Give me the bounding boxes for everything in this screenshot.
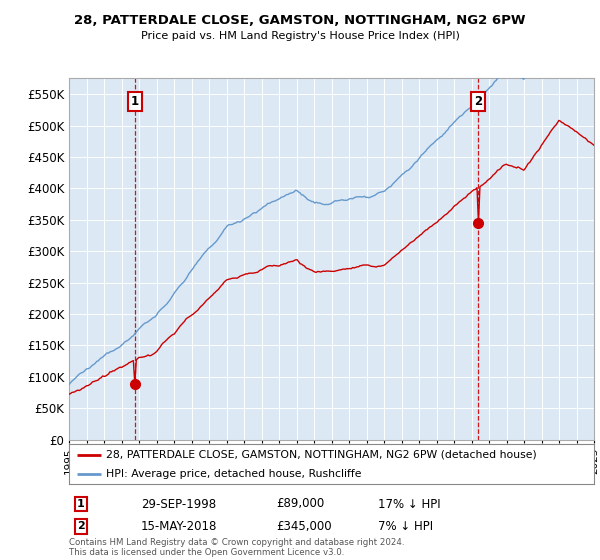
Text: 1: 1 [77,499,85,509]
Text: 7% ↓ HPI: 7% ↓ HPI [378,520,433,533]
Text: 2: 2 [77,521,85,531]
Text: 1: 1 [131,95,139,108]
Text: 2: 2 [474,95,482,108]
Text: Contains HM Land Registry data © Crown copyright and database right 2024.
This d: Contains HM Land Registry data © Crown c… [69,538,404,557]
Text: £89,000: £89,000 [276,497,324,511]
Text: Price paid vs. HM Land Registry's House Price Index (HPI): Price paid vs. HM Land Registry's House … [140,31,460,41]
Text: 29-SEP-1998: 29-SEP-1998 [141,497,216,511]
Text: 17% ↓ HPI: 17% ↓ HPI [378,497,440,511]
Text: HPI: Average price, detached house, Rushcliffe: HPI: Average price, detached house, Rush… [106,469,361,478]
Text: £345,000: £345,000 [276,520,332,533]
Text: 15-MAY-2018: 15-MAY-2018 [141,520,217,533]
Text: 28, PATTERDALE CLOSE, GAMSTON, NOTTINGHAM, NG2 6PW (detached house): 28, PATTERDALE CLOSE, GAMSTON, NOTTINGHA… [106,450,536,460]
Text: 28, PATTERDALE CLOSE, GAMSTON, NOTTINGHAM, NG2 6PW: 28, PATTERDALE CLOSE, GAMSTON, NOTTINGHA… [74,14,526,27]
